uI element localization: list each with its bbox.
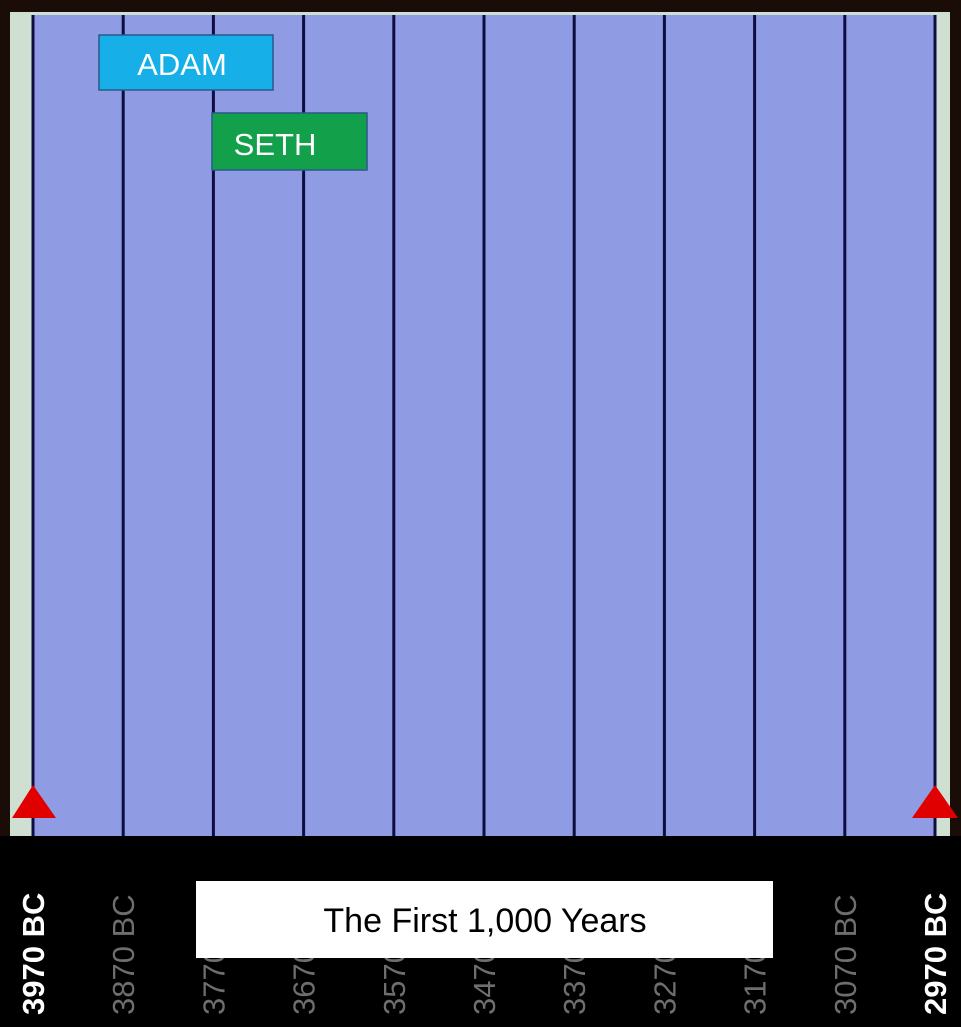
year-label: 2970 BC (918, 893, 953, 1015)
year-label: 3870 BC (106, 894, 141, 1015)
year-label: 3070 BC (828, 894, 863, 1015)
year-label: 3970 BC (16, 893, 51, 1015)
person-name: ADAM (137, 47, 227, 82)
start-marker (12, 785, 56, 818)
person-name: SETH (234, 127, 317, 162)
person-bar (211, 112, 368, 171)
title: The First 1,000 Years (323, 902, 646, 940)
end-marker (912, 785, 958, 818)
title-box (196, 881, 773, 958)
person-bar (98, 34, 274, 91)
